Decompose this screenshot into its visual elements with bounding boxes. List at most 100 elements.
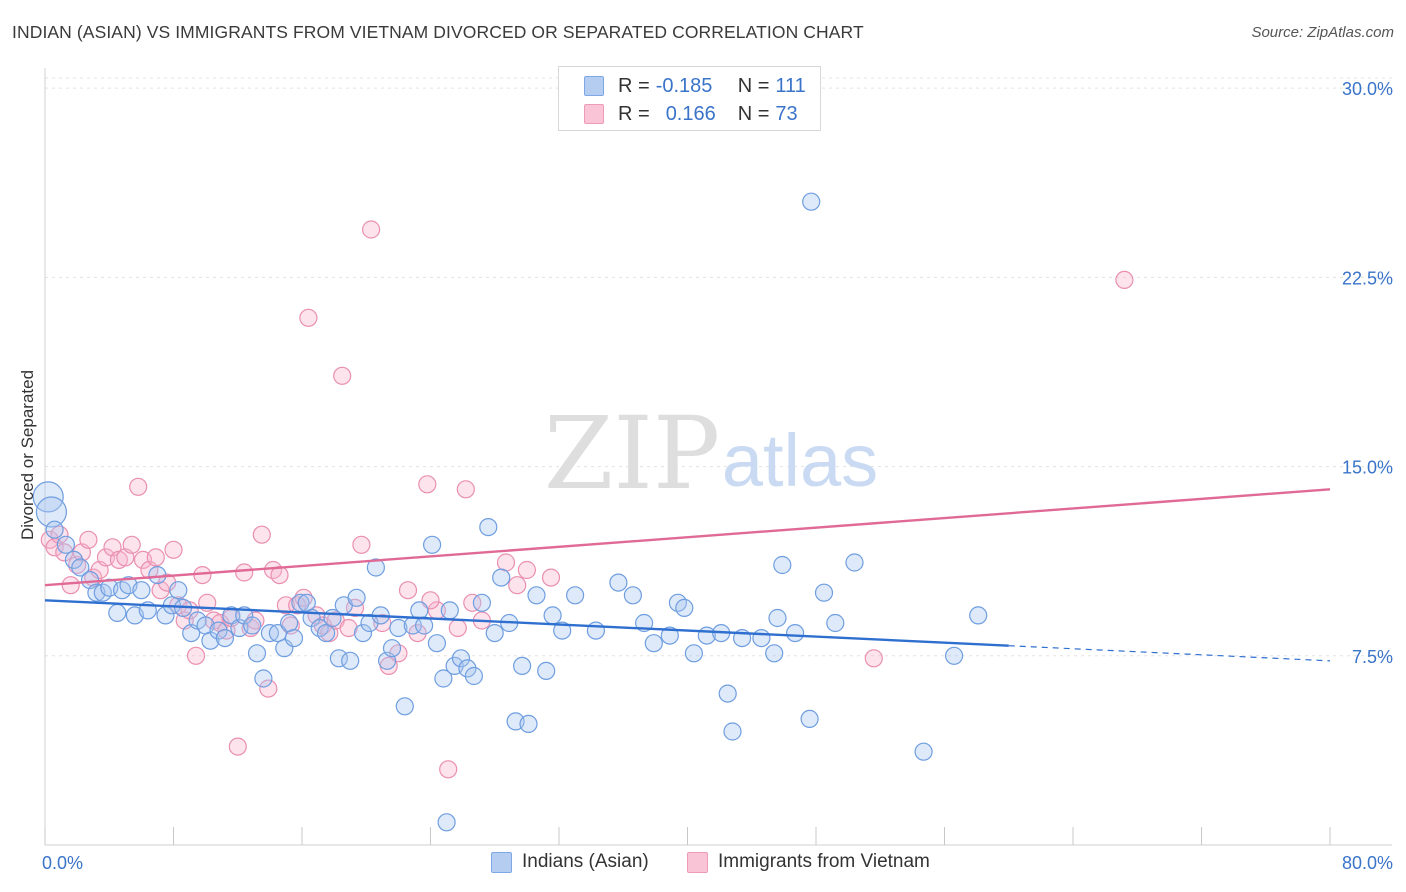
data-point [485,623,504,643]
data-point [826,613,845,633]
data-point [439,760,458,779]
data-point [773,555,792,575]
data-point [586,621,606,640]
data-point [479,517,498,537]
data-point [660,626,679,645]
data-point [151,581,170,600]
data-point [464,666,483,686]
data-point [914,742,933,761]
data-point [684,644,704,663]
legend-swatch-vietnam [584,104,604,124]
data-point [800,709,819,729]
data-point [254,669,273,688]
data-point [389,618,408,638]
data-point [623,586,643,605]
data-point [519,714,538,734]
data-point [64,550,84,570]
data-point [456,480,475,499]
data-point [193,565,212,585]
data-point [440,601,459,620]
watermark-zip: ZIP [544,395,720,512]
data-point [132,581,151,600]
data-point [259,679,278,698]
source-label: Source: ZipAtlas.com [1251,24,1394,41]
legend-n-value-indian: 111 [775,74,806,97]
data-point [353,623,373,643]
data-point [814,583,834,602]
data-point [410,601,429,620]
trend-line-indian [44,599,1009,647]
data-point [512,656,532,676]
data-point [437,813,456,832]
data-point [129,477,148,496]
data-point [541,568,561,587]
data-point [517,560,537,580]
data-point [317,623,336,643]
data-point [246,611,265,630]
data-point [108,603,127,623]
data-point [537,661,556,681]
tick-labels: 7.5% 15.0% 22.5% 30.0% 0.0% 80.0% [42,79,1393,873]
data-point [284,628,304,648]
data-point [252,525,271,544]
data-point [280,613,299,633]
data-point [864,649,883,668]
data-point [61,576,80,595]
data-point [802,192,821,211]
data-point [297,593,316,612]
data-point [366,558,385,577]
data-point [79,530,98,549]
data-point [565,586,585,605]
legend-item-swatch-indian [491,851,512,873]
data-point [395,697,414,716]
data-point [553,621,572,640]
data-point [347,588,366,607]
data-point [164,540,183,559]
legend-item-label-vietnam: Immigrants from Vietnam [718,851,930,872]
data-point [458,659,477,678]
data-point [718,684,737,703]
series-indian-points [32,192,988,832]
watermark-atlas: atlas [722,419,878,502]
data-point [148,565,167,585]
series-vietnam-points [40,220,1134,779]
data-point [329,649,348,668]
axes [44,68,1392,846]
data-point [45,520,64,539]
data-point [215,628,234,648]
data-point [845,553,864,572]
data-point [723,722,742,741]
data-point [969,606,988,625]
data-point [944,646,964,665]
data-point [169,581,188,600]
data-point [451,649,471,668]
trend-line-indian-extension [1008,645,1331,662]
series-legend: Indians (Asian) Immigrants from Vietnam [0,851,1406,879]
legend-item-swatch-vietnam [687,851,708,873]
data-point [247,644,267,663]
data-point [352,535,371,554]
data-point [644,634,663,653]
legend-r-label: R = [618,102,650,125]
data-point [146,548,165,567]
data-point [508,576,527,595]
trend-lines [44,488,1331,662]
data-point [785,623,805,643]
legend-n-label: N = [737,102,770,125]
data-point [609,573,628,592]
legend-row-indian: R = -0.185 N = 111 [559,71,806,101]
y-tick-label: 7.5% [1352,647,1393,667]
legend-swatch-indian [584,76,604,96]
y-tick-label: 15.0% [1342,458,1393,478]
correlation-legend: R = -0.185 N = 111 R = 0.166 N = 73 [558,66,821,131]
legend-item-label-indian: Indians (Asian) [522,851,649,872]
x-tick-label: 80.0% [1342,853,1393,873]
watermark: ZIP atlas [544,395,878,512]
data-point [228,737,247,756]
data-point [675,598,694,618]
legend-n-label: N = [737,74,770,97]
chart-title: INDIAN (ASIAN) VS IMMIGRANTS FROM VIETNA… [12,22,864,42]
x-tick-label: 0.0% [42,853,83,873]
data-point [35,496,68,528]
